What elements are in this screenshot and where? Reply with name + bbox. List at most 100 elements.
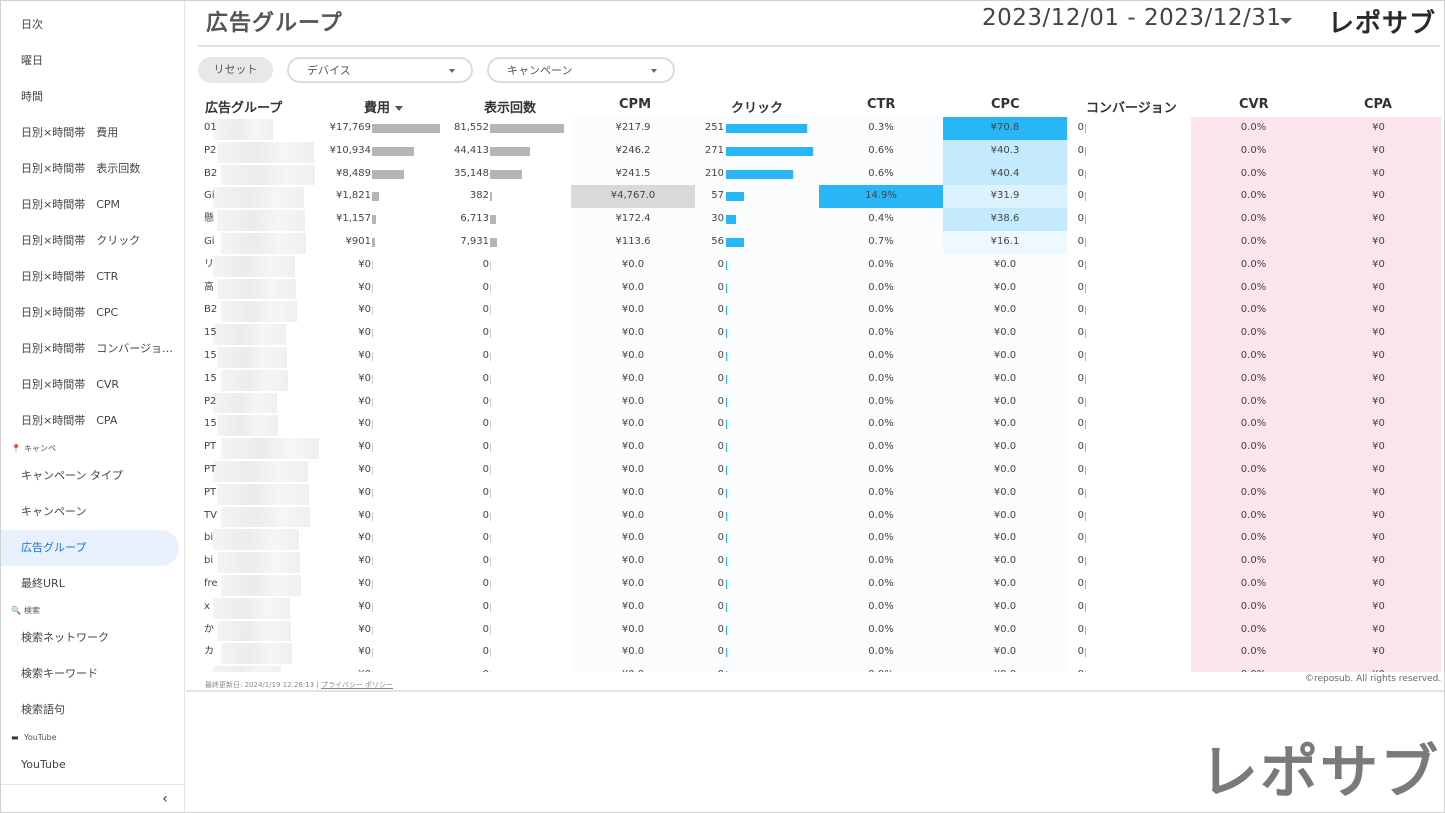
adgroup-name[interactable]: P2 (204, 395, 217, 407)
adgroup-name[interactable]: 懸 (204, 213, 214, 225)
sidebar-item[interactable]: 日別×時間帯 表示回数 (21, 162, 141, 175)
clicks-value: 0 (717, 441, 724, 453)
cost-bar (372, 625, 373, 635)
adgroup-name[interactable]: PT (204, 464, 217, 475)
adgroup-name[interactable]: 15 (204, 372, 217, 384)
adgroup-name[interactable]: fre (204, 578, 218, 589)
device-dropdown-label: デバイス (307, 64, 351, 77)
date-range-dropdown-icon[interactable] (1280, 18, 1292, 24)
column-header[interactable]: CPC (991, 97, 1020, 115)
column-header[interactable]: コンバージョン (1086, 97, 1177, 116)
sidebar-item[interactable]: 日別×時間帯 CVR (21, 378, 120, 391)
conversions-value: 0 (1077, 555, 1084, 567)
section-label: キャンペ (24, 444, 56, 453)
section-label: YouTube (24, 733, 57, 742)
column-header[interactable]: 表示回数 (484, 97, 536, 116)
adgroup-name[interactable]: TV (204, 509, 217, 521)
sidebar-item-active[interactable]: 広告グループ (1, 530, 179, 566)
column-header[interactable]: 広告グループ (205, 97, 282, 116)
youtube-icon: ▬ (11, 733, 19, 742)
chevron-left-icon[interactable]: ‹ (162, 791, 168, 807)
sidebar-item[interactable]: 日別×時間帯 クリック (21, 234, 141, 247)
clicks-bar (726, 602, 727, 612)
page-title: 広告グループ (206, 11, 343, 36)
adgroup-name[interactable]: か (204, 623, 214, 635)
adgroup-name[interactable]: Gi (204, 236, 215, 247)
cost-bar (372, 306, 373, 316)
adgroup-name[interactable]: bi (204, 532, 214, 544)
cpm-value: ¥0.0 (621, 623, 645, 635)
cpc-value: ¥0.0 (993, 646, 1017, 658)
sidebar-item[interactable]: 検索キーワード (21, 667, 98, 680)
adgroup-name[interactable]: 高 (204, 281, 214, 293)
cost-bar (372, 648, 373, 658)
adgroup-name[interactable]: 15 (204, 327, 217, 339)
adgroup-name[interactable]: PT (204, 486, 217, 498)
adgroup-name[interactable] (204, 664, 224, 672)
sidebar-item[interactable]: 時間 (21, 90, 43, 103)
sidebar-item[interactable]: キャンペーン (21, 505, 87, 518)
impressions-bar (490, 625, 491, 635)
sidebar-item[interactable]: 検索語句 (21, 703, 65, 716)
adgroup-name[interactable]: B2 (204, 304, 218, 316)
column-header[interactable]: CPM (619, 97, 651, 115)
sidebar-item[interactable]: YouTube (21, 758, 66, 771)
sidebar-item[interactable]: 日別×時間帯 費用 (21, 126, 119, 139)
column-header[interactable]: クリック (731, 97, 784, 116)
reset-button[interactable]: リセット (198, 57, 273, 83)
cpa-value: ¥0 (1372, 258, 1385, 270)
sidebar-item[interactable]: 検索ネットワーク (21, 631, 109, 644)
conversions-value: 0 (1077, 623, 1084, 635)
adgroup-name[interactable]: リ (204, 258, 214, 270)
column-header[interactable]: 費用 (364, 97, 404, 116)
column-header[interactable]: CVR (1239, 97, 1269, 115)
sidebar-item[interactable]: キャンペーン タイプ (21, 469, 123, 482)
privacy-policy-link[interactable]: プライバシー ポリシー (320, 681, 394, 689)
adgroup-name[interactable]: x (204, 600, 210, 612)
adgroup-name[interactable]: Gi (204, 190, 215, 202)
adgroup-name[interactable]: カ (204, 646, 214, 658)
sidebar-item[interactable]: 最終URL (21, 577, 65, 590)
redacted-name (213, 187, 304, 209)
adgroup-name[interactable]: bi (204, 555, 214, 567)
clicks-bar (726, 306, 727, 316)
device-dropdown[interactable]: デバイス (287, 57, 473, 83)
sidebar-item[interactable]: 日別×時間帯 CPA (21, 414, 118, 427)
conversions-bar (1085, 124, 1086, 133)
sidebar-item[interactable]: 曜日 (21, 54, 43, 67)
cost-value: ¥0 (358, 509, 371, 521)
conversions-value: 0 (1077, 144, 1084, 156)
cost-bar (372, 329, 373, 339)
date-range-picker[interactable]: 2023/12/01 - 2023/12/31 (982, 5, 1282, 31)
cost-bar (372, 557, 373, 567)
sidebar-item[interactable]: 日別×時間帯 CPC (21, 306, 119, 319)
sidebar-item[interactable]: 日別×時間帯 CTR (21, 270, 119, 283)
cpc-value: ¥40.3 (990, 144, 1020, 156)
adgroup-name[interactable]: 01 (204, 122, 217, 133)
cvr-value: 0.0% (1240, 122, 1267, 133)
conversions-bar (1085, 283, 1086, 293)
clicks-value: 0 (717, 350, 724, 361)
column-header[interactable]: CTR (867, 97, 895, 115)
campaign-dropdown[interactable]: キャンペーン (487, 57, 675, 83)
conversions-bar (1085, 420, 1086, 430)
adgroup-name[interactable]: P2 (204, 144, 217, 156)
adgroup-name[interactable]: B2 (204, 167, 218, 179)
cost-value: ¥0 (358, 464, 371, 475)
sidebar-item[interactable]: 日別×時間帯 コンバージョ… (21, 342, 173, 355)
sidebar-item[interactable]: 日別×時間帯 CPM (21, 198, 121, 211)
adgroup-name[interactable]: PT (204, 441, 217, 453)
column-header[interactable]: CPA (1364, 97, 1392, 115)
conversions-bar (1085, 374, 1086, 384)
column-header-label: クリック (731, 101, 784, 116)
clicks-bar (726, 534, 727, 544)
conversions-bar (1085, 215, 1086, 225)
cpc-value: ¥70.8 (990, 122, 1020, 133)
cpc-value: ¥0.0 (993, 578, 1017, 589)
sidebar-item[interactable]: 日次 (21, 18, 43, 31)
adgroup-name[interactable]: 15 (204, 350, 217, 361)
conversions-bar (1085, 625, 1086, 635)
cost-bar (372, 671, 373, 672)
adgroup-name[interactable]: 15 (204, 418, 217, 430)
ctr-value: 0.0% (868, 555, 894, 567)
